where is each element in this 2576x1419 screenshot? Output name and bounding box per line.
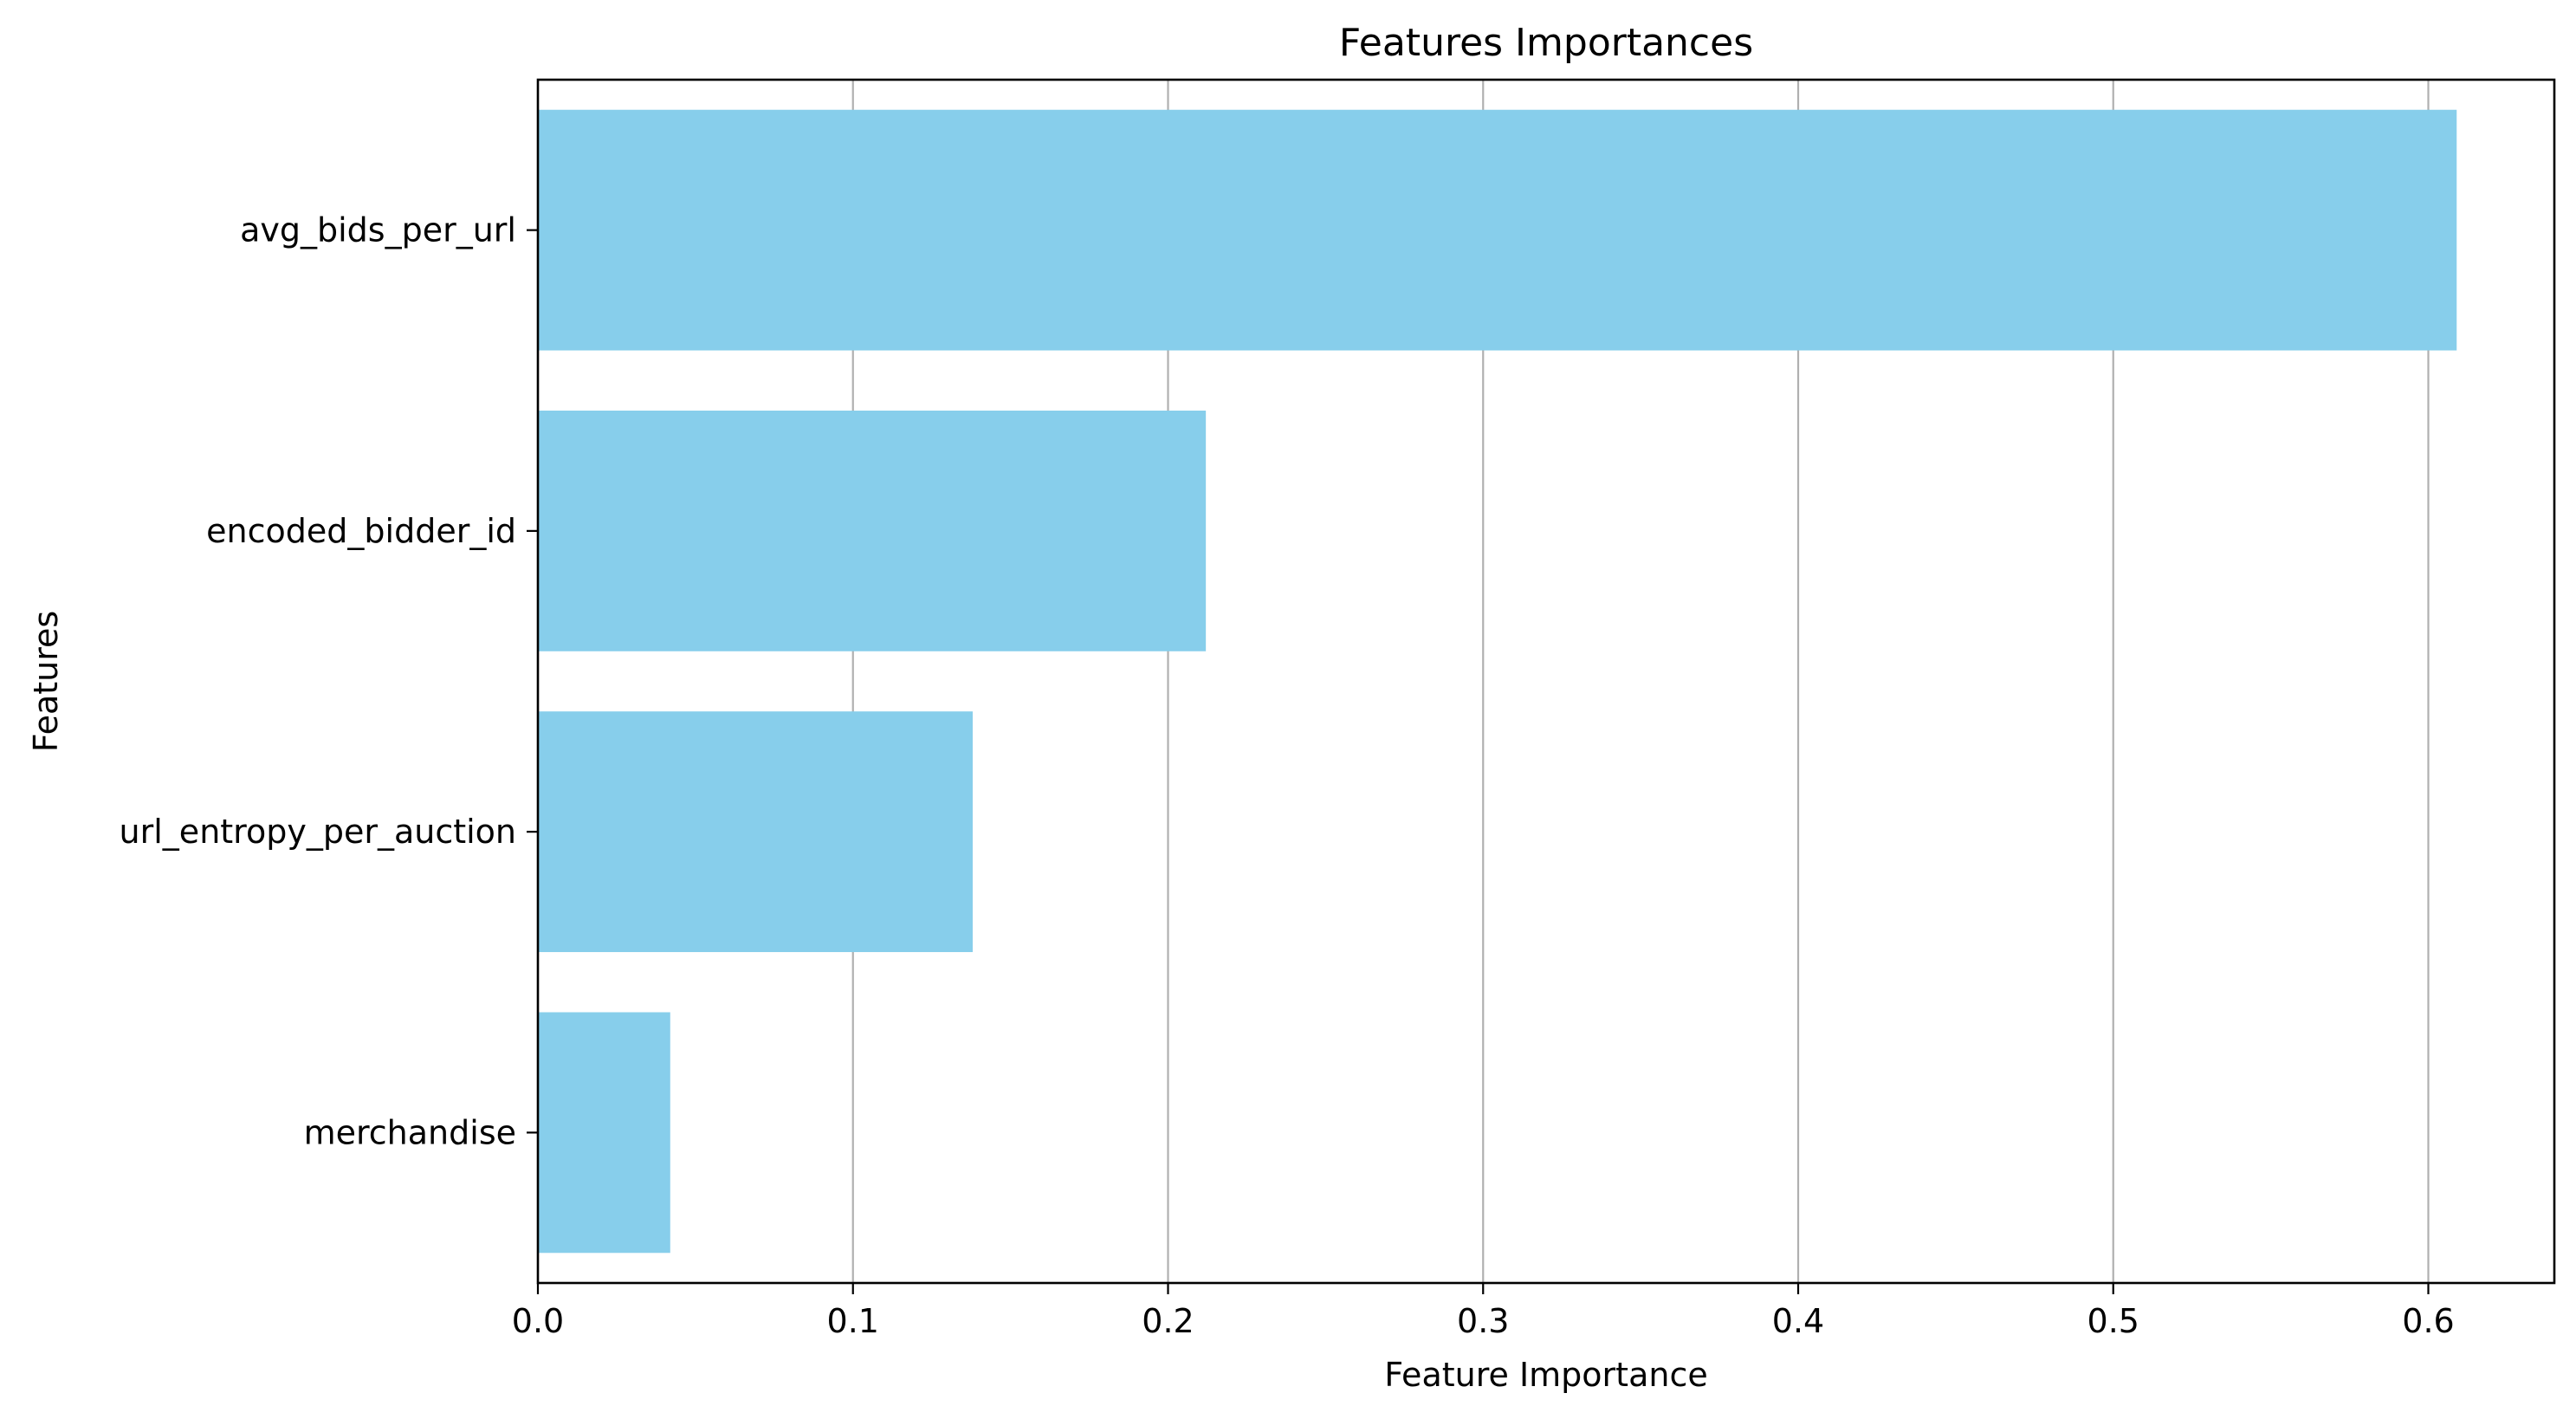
x-axis-label: Feature Importance [1384,1356,1707,1394]
y-axis-label: Features [27,611,65,752]
x-tick-label: 0.2 [1142,1302,1194,1340]
y-tick-label: merchandise [304,1113,516,1151]
x-tick-layer: 0.0 0.1 0.2 0.3 0.4 0.5 0.6 [512,1283,2455,1340]
x-tick-label: 0.5 [2087,1302,2139,1340]
plot-frame [536,78,2556,1285]
x-tick-label: 0.1 [827,1302,879,1340]
x-tick-label: 0.0 [512,1302,564,1340]
chart-title: Features Importances [1339,21,1753,65]
y-tick-label: url_entropy_per_auction [120,813,516,851]
y-tick-label: encoded_bidder_id [206,512,516,550]
bar [538,410,1207,651]
bar [538,1012,670,1254]
bar [538,711,973,953]
x-tick-label: 0.3 [1457,1302,1509,1340]
x-tick-label: 0.6 [2402,1302,2454,1340]
bar-layer [538,109,2457,1254]
bar [538,109,2457,351]
y-tick-label: avg_bids_per_url [240,211,516,249]
y-tick-layer: avg_bids_per_url encoded_bidder_id url_ent… [120,211,538,1151]
x-tick-label: 0.4 [1772,1302,1824,1340]
